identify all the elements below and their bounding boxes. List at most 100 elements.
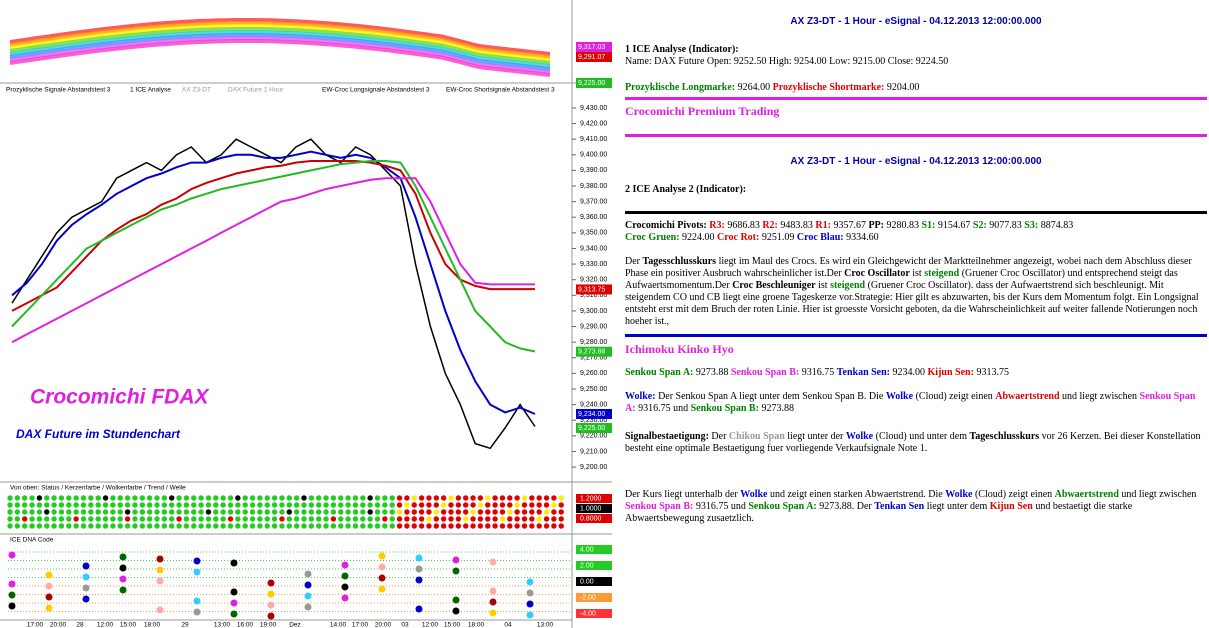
- dna-label: -2.00: [580, 594, 596, 601]
- status-dot: [235, 509, 241, 515]
- status-dot: [492, 516, 498, 522]
- status-dot: [301, 516, 307, 522]
- status-dot: [227, 516, 234, 522]
- status-dot: [404, 509, 410, 515]
- dna-dot: [193, 597, 201, 605]
- status-dot: [360, 509, 366, 515]
- status-dot: [418, 516, 425, 522]
- status-dot: [124, 509, 131, 515]
- status-dot: [29, 516, 35, 522]
- status-dot: [360, 502, 366, 508]
- legend-item: EW-Croc Longsignale Abstandstest 3: [322, 87, 430, 94]
- dna-dot: [304, 581, 312, 589]
- text-run: S2:: [972, 220, 987, 231]
- y-tick-label: 9,390.00: [580, 167, 607, 174]
- status-dot: [117, 502, 123, 508]
- time-label: 17:00: [27, 622, 44, 628]
- dna-dot: [304, 592, 312, 600]
- text-run: 9251.09: [759, 232, 797, 243]
- status-dot: [463, 516, 469, 522]
- status-dot: [521, 523, 528, 529]
- status-dot: [146, 509, 153, 515]
- text-run: 9224.00: [679, 232, 718, 243]
- y-tick-label: 9,430.00: [580, 105, 607, 112]
- status-dot: [323, 502, 329, 508]
- text-run: Wolke: [740, 489, 768, 500]
- text-run: Senkou Span B:: [690, 403, 759, 414]
- y-tick-label: 9,250.00: [580, 386, 607, 393]
- status-dot: [308, 509, 315, 515]
- text-run: (Cloud) und unter dem: [873, 431, 970, 442]
- status-dot: [485, 523, 491, 529]
- status-dot: [58, 523, 65, 529]
- logo: Crocomichi FDAX: [30, 386, 211, 409]
- dna-dot: [267, 579, 275, 587]
- legend-item: DAX Future 1 Hour: [228, 87, 284, 94]
- y-tick-label: 9,280.00: [580, 339, 607, 346]
- text-run: Wolke: [885, 391, 914, 402]
- text-run: steigend: [924, 268, 960, 279]
- status-dot: [198, 495, 204, 501]
- status-dot: [169, 516, 175, 522]
- status-dot: [338, 495, 344, 501]
- time-label: 14:00: [330, 622, 347, 628]
- status-dot: [485, 516, 491, 522]
- text-run: Kijun Sen: [989, 501, 1033, 512]
- status-dot: [220, 495, 226, 501]
- status-dot: [80, 516, 87, 522]
- status-dot: [455, 495, 462, 501]
- wolke: Wolke: Der Senkou Span A liegt unter dem…: [625, 391, 1207, 415]
- time-label: 29: [181, 622, 189, 628]
- ribbon: [9, 24, 551, 62]
- status-dot: [477, 509, 484, 515]
- status-dot: [551, 509, 557, 515]
- ohlc: Name: DAX Future Open: 9252.50 High: 925…: [625, 56, 949, 67]
- status-dot: [117, 495, 123, 501]
- time-label: 18:00: [144, 622, 161, 628]
- status-dot: [80, 509, 87, 515]
- text-run: Croc Blau:: [796, 232, 844, 243]
- text-run: 9316.75 und: [635, 403, 691, 414]
- ichimoku: Ichimoku Kinko Hyo: [625, 342, 734, 356]
- time-label: 19:00: [260, 622, 277, 628]
- price-marker: [576, 408, 612, 419]
- status-dot: [352, 516, 359, 522]
- dna-dot: [378, 563, 386, 571]
- status-dot: [345, 502, 351, 508]
- status-dot: [360, 495, 366, 501]
- status-dot: [29, 523, 35, 529]
- status-dot: [58, 509, 65, 515]
- status-dot: [242, 495, 248, 501]
- status-dot: [139, 523, 145, 529]
- status-dot: [396, 495, 403, 501]
- status-dot: [36, 523, 43, 529]
- status-dot: [492, 495, 498, 501]
- status-dot: [448, 502, 454, 508]
- status-dot: [110, 523, 116, 529]
- status-dot: [507, 523, 513, 529]
- status-dot: [242, 523, 248, 529]
- status-dot: [536, 495, 542, 501]
- text-run: Der Kurs liegt unterhalb der: [625, 489, 741, 500]
- overview-label: 9,317.03: [578, 44, 605, 51]
- status-dot: [514, 502, 520, 508]
- status-dot: [551, 516, 557, 522]
- status-dot: [110, 509, 116, 515]
- status-dot: [183, 495, 190, 501]
- status-dot: [117, 523, 123, 529]
- price-marker-label: 9,225.00: [578, 425, 605, 432]
- status-dot: [308, 523, 315, 529]
- y-tick-label: 9,290.00: [580, 323, 607, 330]
- y-tick-label: 9,220.00: [580, 433, 607, 440]
- status-dot: [426, 516, 432, 522]
- status-label: 1.0000: [580, 505, 602, 512]
- y-tick-label: 9,340.00: [580, 245, 607, 252]
- status-dot: [213, 509, 219, 515]
- status-dot: [257, 509, 263, 515]
- status-dot: [529, 523, 535, 529]
- status-dot: [543, 502, 550, 508]
- status-dot: [36, 502, 43, 508]
- status-dot: [514, 509, 520, 515]
- text-run: und liegt zwischen: [1059, 391, 1140, 402]
- status-dot: [44, 495, 50, 501]
